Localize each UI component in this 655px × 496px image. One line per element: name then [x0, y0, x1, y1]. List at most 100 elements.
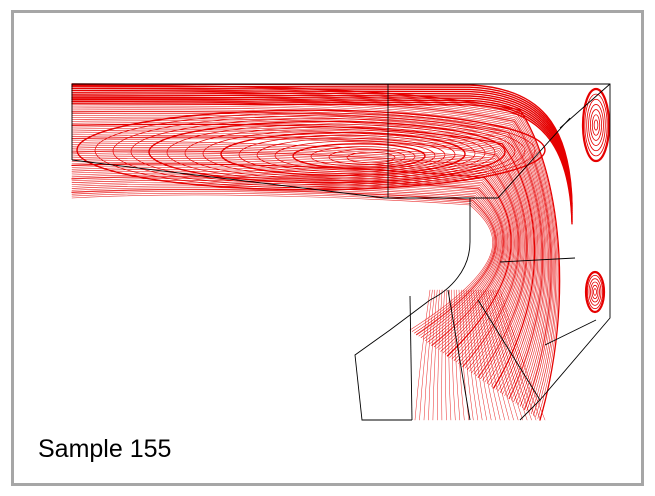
eddy-ring — [76, 109, 546, 191]
streamline — [71, 92, 555, 415]
eddy-ring — [112, 115, 526, 187]
streamline — [71, 188, 497, 336]
streamline-exit — [475, 289, 501, 421]
streamline-exit — [451, 289, 456, 421]
streamline-exit — [499, 289, 546, 421]
bend-radial — [499, 257, 576, 263]
streamline-exit — [414, 289, 431, 421]
streamline-exit — [441, 289, 445, 421]
streamline-exit — [445, 289, 448, 421]
streamline-exit — [490, 289, 528, 421]
streamline — [71, 125, 534, 387]
eddy-ring — [587, 274, 603, 310]
streamline — [71, 159, 514, 360]
streamline — [71, 185, 499, 338]
eddy-ring — [274, 140, 436, 171]
streamline-exit — [465, 289, 483, 421]
eddy-ring — [590, 109, 602, 141]
streamline — [71, 180, 502, 343]
streamline — [71, 107, 546, 402]
streamline — [71, 167, 510, 354]
streamline-exit — [458, 289, 470, 421]
eddy-ring — [593, 288, 597, 296]
corner-diagonal — [559, 83, 611, 129]
streamline — [71, 99, 551, 409]
streamline-exit — [480, 289, 510, 421]
right-radial — [544, 319, 597, 346]
streamline-exit — [473, 289, 496, 421]
streamline — [71, 178, 503, 344]
eddy-ring — [148, 120, 506, 184]
eddy-ring — [588, 104, 604, 146]
streamline — [71, 176, 505, 346]
streamline — [71, 127, 533, 386]
streamline-exit — [478, 289, 505, 421]
eddy-ring — [584, 270, 606, 314]
streamline — [71, 192, 495, 332]
eddy-ring — [591, 284, 599, 300]
eddy-ring — [202, 129, 476, 178]
streamline-exit — [428, 289, 438, 421]
streamline-exit — [492, 289, 532, 421]
eddy-ring — [292, 143, 426, 169]
bend-diagonal — [497, 117, 571, 199]
eddy-ring — [591, 114, 601, 136]
streamline — [71, 141, 525, 375]
streamline — [71, 158, 515, 361]
eddy-ring — [94, 112, 536, 189]
eddy-ring — [588, 278, 602, 306]
outer-wall — [72, 83, 611, 421]
streamline-exit — [485, 289, 519, 421]
streamline-exit — [463, 289, 479, 421]
streamline — [71, 116, 540, 395]
inner-curve — [429, 241, 471, 301]
streamline-exit — [453, 289, 461, 421]
streamline — [71, 109, 545, 401]
streamline — [71, 194, 493, 331]
streamline — [71, 143, 524, 373]
streamline-wall — [71, 103, 573, 225]
exit-block-3 — [477, 299, 541, 401]
streamline — [71, 156, 516, 363]
streamline-exit — [419, 289, 433, 421]
streamline — [71, 172, 506, 349]
streamline — [71, 105, 547, 404]
eddy-ring — [238, 135, 456, 174]
eddy-ring — [346, 151, 396, 164]
streamlines — [71, 83, 573, 421]
recirculation-eddies — [76, 87, 611, 314]
eddy-ring — [586, 98, 606, 152]
eddy-ring — [328, 149, 406, 165]
streamline — [71, 146, 522, 370]
eddy-ring — [584, 93, 608, 157]
exit-block-2 — [447, 289, 471, 421]
streamline — [71, 138, 526, 377]
eddy-ring — [593, 119, 599, 131]
streamline-exit — [432, 289, 440, 421]
streamline — [71, 110, 544, 400]
streamline-exit — [468, 289, 487, 421]
streamline — [71, 145, 523, 372]
streamline — [71, 148, 521, 369]
eddy-ring — [184, 126, 486, 180]
eddy-ring — [166, 123, 496, 182]
streamline-exit — [461, 289, 474, 421]
streamline — [71, 187, 498, 337]
eddy-ring — [220, 131, 466, 177]
streamline — [71, 136, 528, 378]
streamline — [71, 97, 552, 410]
streamline — [71, 123, 536, 389]
streamline-exit — [470, 289, 492, 421]
streamline — [71, 165, 511, 355]
inner-wall — [71, 159, 498, 199]
streamline-exit — [482, 289, 514, 421]
eddy-ring — [256, 137, 446, 173]
streamline-exit — [448, 289, 452, 421]
streamline — [71, 181, 501, 341]
streamline — [71, 90, 557, 416]
streamline — [71, 134, 528, 380]
streamline-exit — [494, 289, 537, 421]
streamline — [71, 161, 513, 358]
sample-caption: Sample 155 — [38, 435, 172, 463]
eddy-ring — [581, 87, 611, 163]
